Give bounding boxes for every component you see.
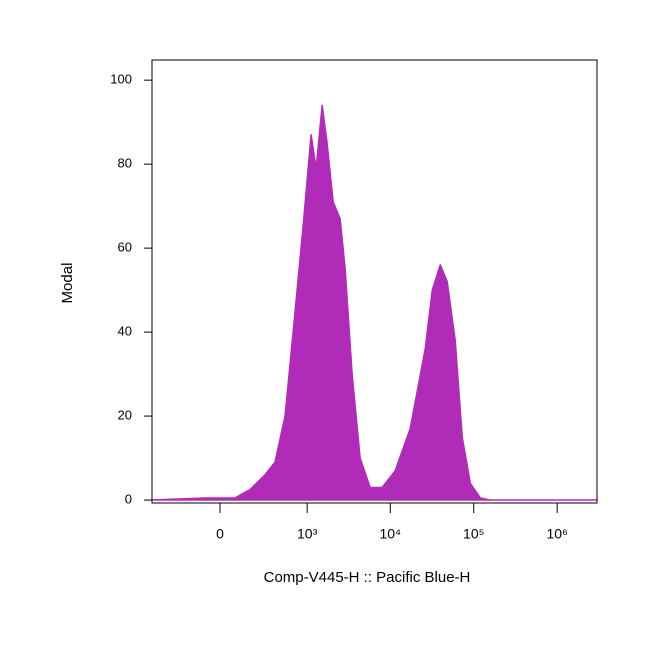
y-tick-label: 0	[125, 491, 132, 506]
histogram-area	[151, 104, 598, 501]
y-axis-label: Modal	[59, 263, 76, 304]
x-tick-label: 10⁶	[547, 526, 568, 542]
y-tick-label: 60	[118, 240, 132, 255]
y-tick-label: 80	[118, 156, 132, 171]
plot-frame	[151, 59, 598, 504]
x-axis-label: Comp-V445-H :: Pacific Blue-H	[264, 569, 471, 586]
x-tick-label: 10³	[297, 526, 318, 542]
x-tick-label: 0	[216, 526, 224, 542]
x-tick-label: 10⁴	[379, 526, 401, 542]
y-tick-label: 40	[118, 324, 132, 339]
y-tick-label: 20	[118, 408, 132, 423]
y-tick-label: 100	[110, 72, 132, 87]
x-tick-label: 10⁵	[463, 526, 484, 542]
